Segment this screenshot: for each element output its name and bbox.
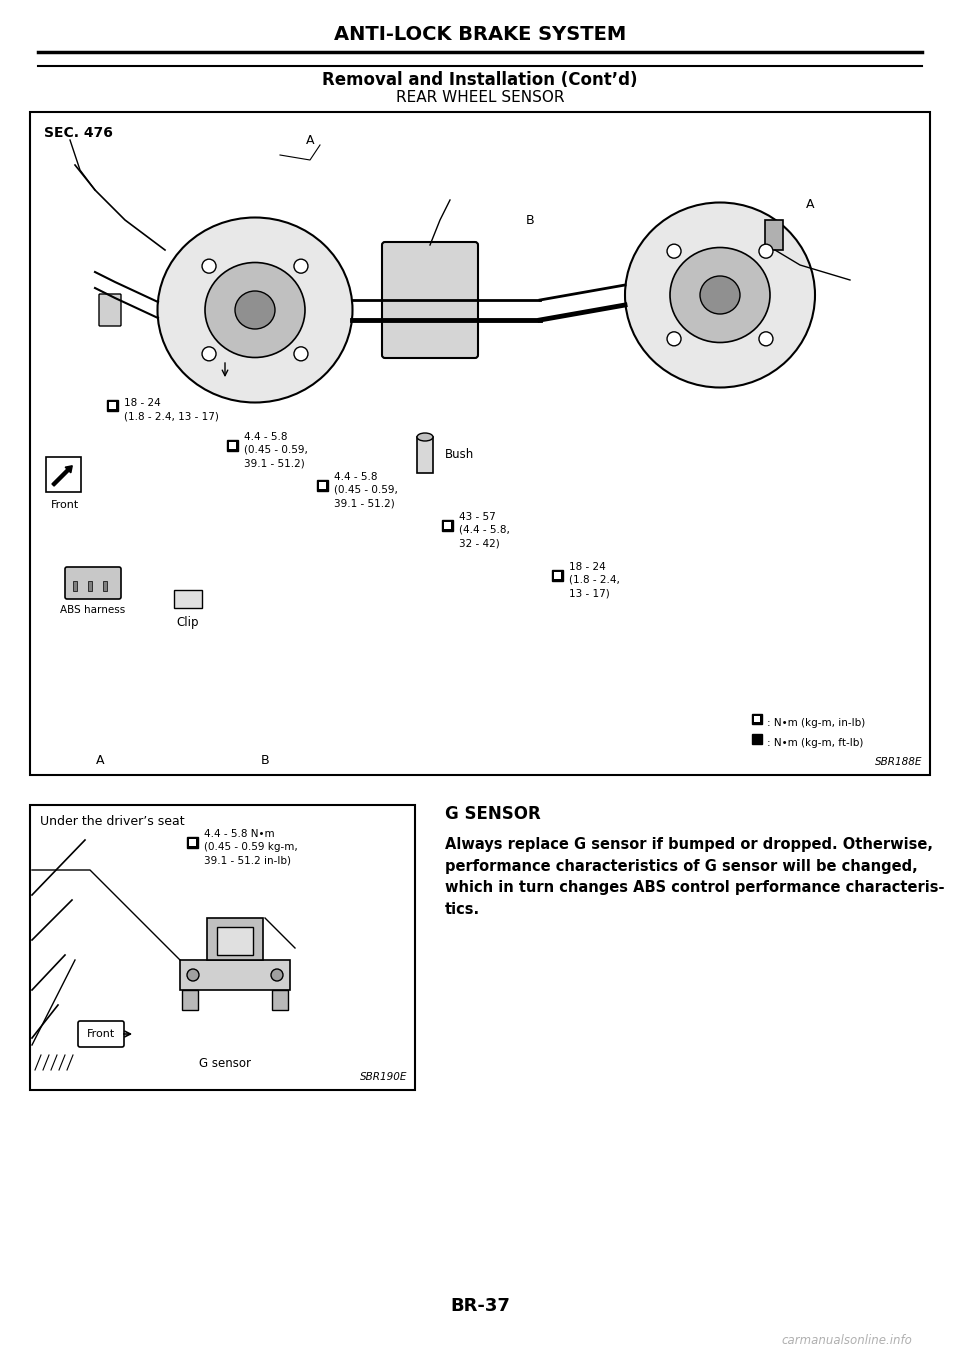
Circle shape [271,970,283,980]
Text: G sensor: G sensor [199,1057,251,1070]
FancyArrow shape [52,466,72,486]
Bar [88,581,92,591]
Ellipse shape [700,276,740,314]
Text: carmanualsonline.info: carmanualsonline.info [781,1334,912,1347]
Text: 43 - 57
(4.4 - 5.8,
32 - 42): 43 - 57 (4.4 - 5.8, 32 - 42) [459,512,510,549]
Bar [554,572,561,579]
Bar [551,569,563,580]
Bar [754,716,760,722]
FancyBboxPatch shape [99,293,121,326]
Text: Front: Front [51,500,79,511]
Circle shape [202,259,216,273]
Text: A: A [96,755,105,767]
Bar [319,482,325,489]
Text: ANTI-LOCK BRAKE SYSTEM: ANTI-LOCK BRAKE SYSTEM [334,26,626,45]
Ellipse shape [205,262,305,357]
Text: G SENSOR: G SENSOR [445,805,540,823]
Text: : N•m (kg-m, ft-lb): : N•m (kg-m, ft-lb) [767,737,863,748]
Text: : N•m (kg-m, in-lb): : N•m (kg-m, in-lb) [767,718,865,728]
Text: A: A [805,197,814,210]
Bar [30,111,930,775]
Circle shape [294,346,308,361]
Bar [30,805,415,1090]
Text: 4.4 - 5.8 N•m
(0.45 - 0.59 kg-m,
39.1 - 51.2 in-lb): 4.4 - 5.8 N•m (0.45 - 0.59 kg-m, 39.1 - … [204,828,298,865]
Bar [186,837,198,847]
FancyBboxPatch shape [65,568,121,599]
Bar [217,928,253,955]
Text: SBR190E: SBR190E [360,1071,407,1082]
Circle shape [202,346,216,361]
Text: 18 - 24
(1.8 - 2.4,
13 - 17): 18 - 24 (1.8 - 2.4, 13 - 17) [569,562,620,599]
Ellipse shape [670,247,770,342]
Text: REAR WHEEL SENSOR: REAR WHEEL SENSOR [396,91,564,106]
Bar [107,399,117,410]
Circle shape [759,331,773,346]
Bar [752,735,762,744]
Circle shape [759,244,773,258]
Text: 4.4 - 5.8
(0.45 - 0.59,
39.1 - 51.2): 4.4 - 5.8 (0.45 - 0.59, 39.1 - 51.2) [334,471,397,508]
Bar [174,589,202,608]
Bar [180,960,290,990]
Ellipse shape [417,433,433,441]
Ellipse shape [235,291,275,329]
Bar [207,918,263,960]
Text: Clip: Clip [177,617,200,629]
Circle shape [294,259,308,273]
Text: BR-37: BR-37 [450,1297,510,1315]
Bar [46,458,81,492]
Bar [103,581,107,591]
Text: Always replace G sensor if bumped or dropped. Otherwise,
performance characteris: Always replace G sensor if bumped or dro… [445,837,945,917]
Bar [417,437,433,473]
Text: A: A [305,133,314,147]
Bar [228,441,235,448]
Bar [317,479,327,490]
FancyBboxPatch shape [78,1021,124,1047]
Bar [182,990,198,1010]
Text: Bush: Bush [445,448,474,462]
Bar [272,990,288,1010]
Ellipse shape [157,217,352,402]
Bar [227,440,237,451]
Text: B: B [261,755,270,767]
Bar [188,838,196,846]
FancyBboxPatch shape [382,242,478,359]
Text: Front: Front [86,1029,115,1039]
Text: SEC. 476: SEC. 476 [44,126,113,140]
Text: Removal and Installation (Cont’d): Removal and Installation (Cont’d) [323,71,637,90]
Text: SBR188E: SBR188E [875,756,922,767]
Bar [73,581,77,591]
Circle shape [667,331,681,346]
Text: Under the driver’s seat: Under the driver’s seat [40,815,184,828]
Circle shape [667,244,681,258]
Bar [765,220,783,250]
Text: 18 - 24
(1.8 - 2.4, 13 - 17): 18 - 24 (1.8 - 2.4, 13 - 17) [124,398,219,421]
Text: ABS harness: ABS harness [60,606,126,615]
Text: B: B [526,213,535,227]
Bar [442,520,452,531]
Bar [444,521,450,528]
Bar [108,402,115,409]
Bar [752,714,762,724]
Circle shape [187,970,199,980]
Text: 4.4 - 5.8
(0.45 - 0.59,
39.1 - 51.2): 4.4 - 5.8 (0.45 - 0.59, 39.1 - 51.2) [244,432,308,469]
Ellipse shape [625,202,815,387]
